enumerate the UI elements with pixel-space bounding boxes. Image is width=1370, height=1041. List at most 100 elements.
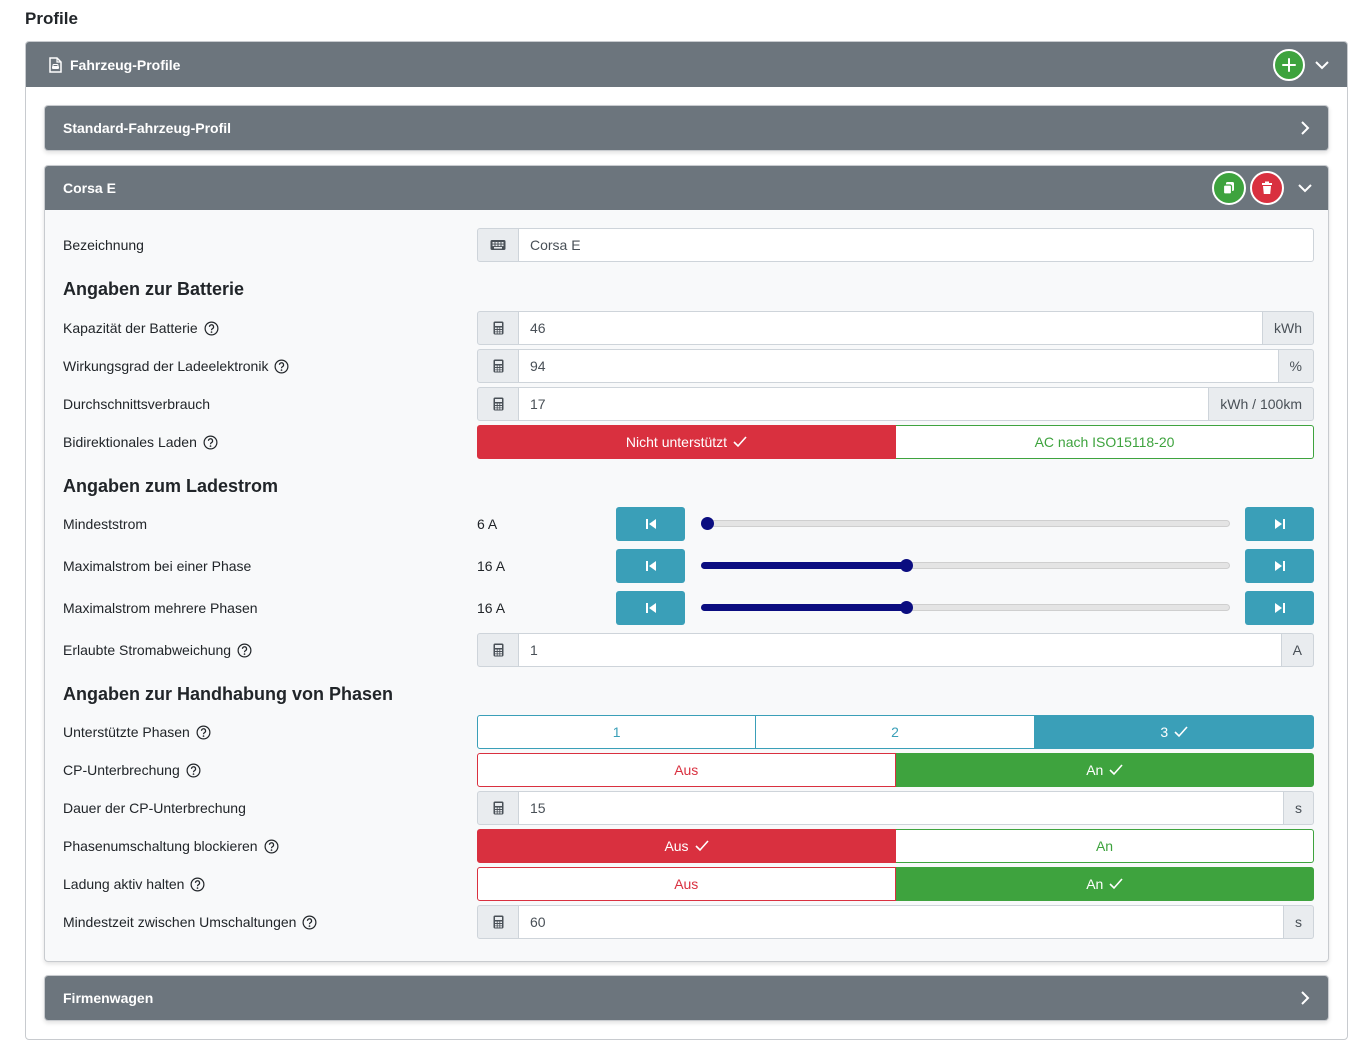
block-switch-off-button[interactable]: Aus (477, 829, 896, 863)
corsa-profile-title: Corsa E (63, 180, 116, 196)
cp-duration-row: Dauer der CP-Unterbrechung 15 s (63, 791, 1314, 825)
cp-interrupt-on-button[interactable]: An (895, 753, 1314, 787)
phase-section-title: Angaben zur Handhabung von Phasen (63, 684, 394, 704)
company-car-header[interactable]: Firmenwagen (45, 976, 1328, 1020)
phases-row: Unterstützte Phasen 1 2 3 (63, 715, 1314, 749)
skip-back-icon (645, 561, 656, 571)
plus-icon (1282, 57, 1296, 72)
min-current-row: Mindeststrom 6 A (63, 507, 1314, 541)
chevron-down-icon[interactable] (1296, 179, 1314, 197)
corsa-profile-card: Corsa E (44, 165, 1329, 962)
company-car-title: Firmenwagen (63, 990, 154, 1006)
keep-active-on-button[interactable]: An (895, 867, 1314, 901)
keep-active-label: Ladung aktiv halten (63, 876, 185, 892)
help-icon[interactable] (302, 915, 317, 930)
max-current-multi-value: 16 A (477, 600, 506, 616)
max-current-one-slider[interactable] (701, 549, 1230, 583)
page-title: Profile (25, 9, 78, 28)
vehicle-profiles-card: Fahrzeug-Profile Standard-Fahrzeug-Profi… (25, 41, 1348, 1040)
check-icon (733, 436, 747, 448)
chevron-down-icon[interactable] (1313, 56, 1331, 74)
trash-icon (1262, 181, 1272, 194)
calculator-icon (477, 633, 519, 667)
phases-label: Unterstützte Phasen (63, 724, 190, 740)
consumption-input[interactable]: 17 (519, 387, 1210, 421)
keep-active-off-button[interactable]: Aus (477, 867, 896, 901)
calculator-icon (477, 311, 519, 345)
slider-thumb[interactable] (899, 601, 913, 614)
block-switch-label: Phasenumschaltung blockieren (63, 838, 258, 854)
cp-duration-input[interactable]: 15 (519, 791, 1284, 825)
cp-duration-unit: s (1284, 791, 1314, 825)
bidirectional-iso15118-button[interactable]: AC nach ISO15118-20 (896, 425, 1314, 459)
calculator-icon (477, 349, 519, 383)
copy-profile-button[interactable] (1212, 171, 1246, 205)
calculator-icon (477, 791, 519, 825)
help-icon[interactable] (196, 725, 211, 740)
battery-section-title: Angaben zur Batterie (63, 279, 245, 299)
deviation-input[interactable]: 1 (519, 633, 1282, 667)
help-icon[interactable] (203, 435, 218, 450)
skip-back-icon (645, 603, 656, 613)
name-label: Bezeichnung (63, 237, 144, 253)
chevron-right-icon[interactable] (1296, 989, 1314, 1007)
bidirectional-not-supported-button[interactable]: Nicht unterstützt (477, 425, 896, 459)
skip-forward-icon (1274, 561, 1285, 571)
vehicle-profiles-header[interactable]: Fahrzeug-Profile (26, 42, 1347, 87)
name-input[interactable]: Corsa E (519, 228, 1314, 262)
corsa-profile-header[interactable]: Corsa E (45, 166, 1328, 210)
max-current-one-decrease-button[interactable] (616, 549, 685, 583)
help-icon[interactable] (190, 877, 205, 892)
standard-profile-header[interactable]: Standard-Fahrzeug-Profil (45, 106, 1328, 150)
skip-back-icon (645, 519, 656, 529)
company-car-card: Firmenwagen (44, 975, 1329, 1021)
check-icon (1174, 726, 1188, 738)
chevron-right-icon[interactable] (1296, 119, 1314, 137)
block-switch-on-button[interactable]: An (896, 829, 1314, 863)
cp-interrupt-row: CP-Unterbrechung Aus An (63, 753, 1314, 787)
deviation-unit: A (1281, 633, 1314, 667)
delete-profile-button[interactable] (1250, 171, 1284, 205)
phase-3-button[interactable]: 3 (1034, 715, 1314, 749)
efficiency-input[interactable]: 94 (519, 349, 1279, 383)
skip-forward-icon (1274, 519, 1285, 529)
calculator-icon (477, 387, 519, 421)
min-current-decrease-button[interactable] (616, 507, 685, 541)
help-icon[interactable] (186, 763, 201, 778)
help-icon[interactable] (237, 643, 252, 658)
max-current-one-increase-button[interactable] (1245, 549, 1314, 583)
check-icon (1109, 878, 1123, 890)
add-profile-button[interactable] (1273, 48, 1305, 81)
keyboard-icon (477, 228, 519, 262)
min-current-slider[interactable] (701, 507, 1230, 541)
max-current-multi-slider[interactable] (701, 591, 1230, 625)
block-switch-row: Phasenumschaltung blockieren Aus An (63, 829, 1314, 863)
phase-1-button[interactable]: 1 (477, 715, 757, 749)
cp-duration-label: Dauer der CP-Unterbrechung (63, 800, 246, 816)
slider-thumb[interactable] (899, 559, 913, 572)
capacity-row: Kapazität der Batterie 46 kWh (63, 311, 1314, 345)
max-current-multi-label: Maximalstrom mehrere Phasen (63, 600, 258, 616)
slider-thumb[interactable] (701, 517, 714, 530)
phase-2-button[interactable]: 2 (756, 715, 1035, 749)
deviation-label: Erlaubte Stromabweichung (63, 642, 232, 658)
max-current-one-label: Maximalstrom bei einer Phase (63, 558, 252, 574)
min-time-input[interactable]: 60 (519, 905, 1284, 939)
min-time-row: Mindestzeit zwischen Umschaltungen 60 s (63, 905, 1314, 939)
help-icon[interactable] (264, 839, 279, 854)
max-current-one-value: 16 A (477, 558, 506, 574)
consumption-unit: kWh / 100km (1209, 387, 1314, 421)
name-row: Bezeichnung Corsa E (63, 228, 1314, 262)
help-icon[interactable] (274, 359, 289, 374)
max-current-multi-increase-button[interactable] (1245, 591, 1314, 625)
min-current-increase-button[interactable] (1245, 507, 1314, 541)
check-icon (694, 840, 709, 852)
deviation-row: Erlaubte Stromabweichung 1 A (63, 633, 1314, 667)
cp-interrupt-label: CP-Unterbrechung (63, 762, 180, 778)
cp-interrupt-off-button[interactable]: Aus (477, 753, 896, 787)
check-icon (1109, 764, 1123, 776)
max-current-one-row: Maximalstrom bei einer Phase 16 A (63, 549, 1314, 583)
max-current-multi-decrease-button[interactable] (616, 591, 685, 625)
help-icon[interactable] (204, 321, 219, 336)
capacity-input[interactable]: 46 (519, 311, 1263, 345)
